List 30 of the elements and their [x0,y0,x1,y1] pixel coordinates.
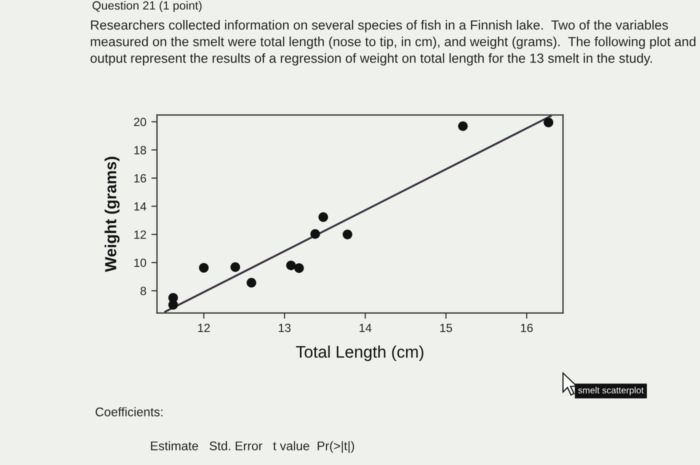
y-tick-label: 18 [134,146,146,154]
point [544,118,554,128]
x-tick-label: 13 [278,324,291,332]
point [294,263,304,273]
y-tick-label: 16 [134,174,146,182]
text: Estimate Std. Error t value Pr(>|t|) [151,441,354,453]
chart-subtitle: Researchers collected information on several species of fish in a Finnish lake. Two of the variables measured on the smelt were total length (nose to tip, in cm), and weight (grams). The following plot and output represent the results of a regression of weight on total length for the 13 smelt in the study. [90,20,696,66]
text: smelt scatterplot [578,386,644,396]
y-tick-label: 10 [134,258,146,267]
point [246,278,256,288]
y-tick-label: 20 [134,118,146,126]
y-tick-label: 14 [134,202,146,211]
point [199,262,209,273]
y-axis-title: Weight (grams) [104,156,120,272]
point [168,300,178,310]
point [458,121,468,131]
y-tick-label: 12 [134,230,146,239]
point [286,260,296,270]
point [310,229,320,239]
x-axis-title: Total Length (cm) [296,346,424,362]
point [342,230,352,240]
x-tick-label: 12 [198,324,210,332]
text: Coefficients: [96,407,162,416]
point [318,212,328,222]
x-tick-label: 14 [360,324,372,332]
x-tick-label: 16 [521,324,533,332]
y-tick-label: 8 [140,286,146,296]
x-tick-label: 15 [440,324,452,332]
point [230,262,240,272]
chart-title: Question 21 (1 point) [92,1,202,12]
